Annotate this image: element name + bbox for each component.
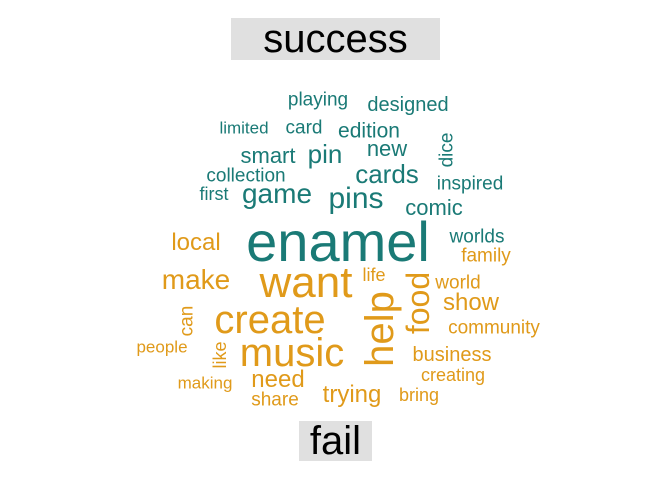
- word-business: business: [412, 344, 492, 366]
- word-inspired: inspired: [436, 173, 504, 195]
- word-make: make: [161, 264, 231, 295]
- word-smart: smart: [240, 143, 296, 168]
- word-bring: bring: [398, 385, 440, 405]
- word-new: new: [366, 136, 408, 161]
- word-can: can: [176, 305, 198, 337]
- word-create: create: [214, 298, 326, 342]
- word-dice: dice: [436, 132, 458, 168]
- word-playing: playing: [287, 89, 349, 111]
- word-need: need: [251, 366, 305, 393]
- word-game: game: [241, 178, 313, 209]
- word-family: family: [461, 245, 511, 267]
- word-making: making: [177, 373, 233, 393]
- word-life: life: [362, 265, 386, 285]
- word-pin: pin: [307, 139, 343, 169]
- word-edition: edition: [338, 119, 400, 143]
- word-comic: comic: [405, 195, 463, 220]
- word-local: local: [171, 229, 221, 256]
- word-help: help: [358, 291, 402, 367]
- word-cards: cards: [355, 159, 419, 189]
- word-world: world: [435, 272, 481, 294]
- word-music: music: [239, 331, 345, 375]
- word-community: community: [448, 317, 540, 339]
- word-creating: creating: [420, 365, 486, 385]
- word-share: share: [251, 389, 299, 411]
- word-people: people: [136, 337, 188, 357]
- group-label-fail: fail: [299, 421, 372, 461]
- word-limited: limited: [219, 118, 269, 138]
- word-collection: collection: [206, 165, 286, 187]
- word-trying: trying: [322, 381, 382, 408]
- word-first: first: [199, 184, 229, 204]
- word-want: want: [259, 258, 353, 307]
- group-label-success: success: [231, 18, 440, 60]
- word-worlds: worlds: [449, 226, 505, 248]
- word-enamel: enamel: [246, 210, 430, 273]
- word-card: card: [285, 117, 323, 139]
- word-food: food: [400, 271, 436, 335]
- word-designed: designed: [367, 94, 449, 116]
- word-pins: pins: [328, 182, 384, 215]
- word-like: like: [210, 341, 230, 369]
- word-show: show: [442, 289, 500, 316]
